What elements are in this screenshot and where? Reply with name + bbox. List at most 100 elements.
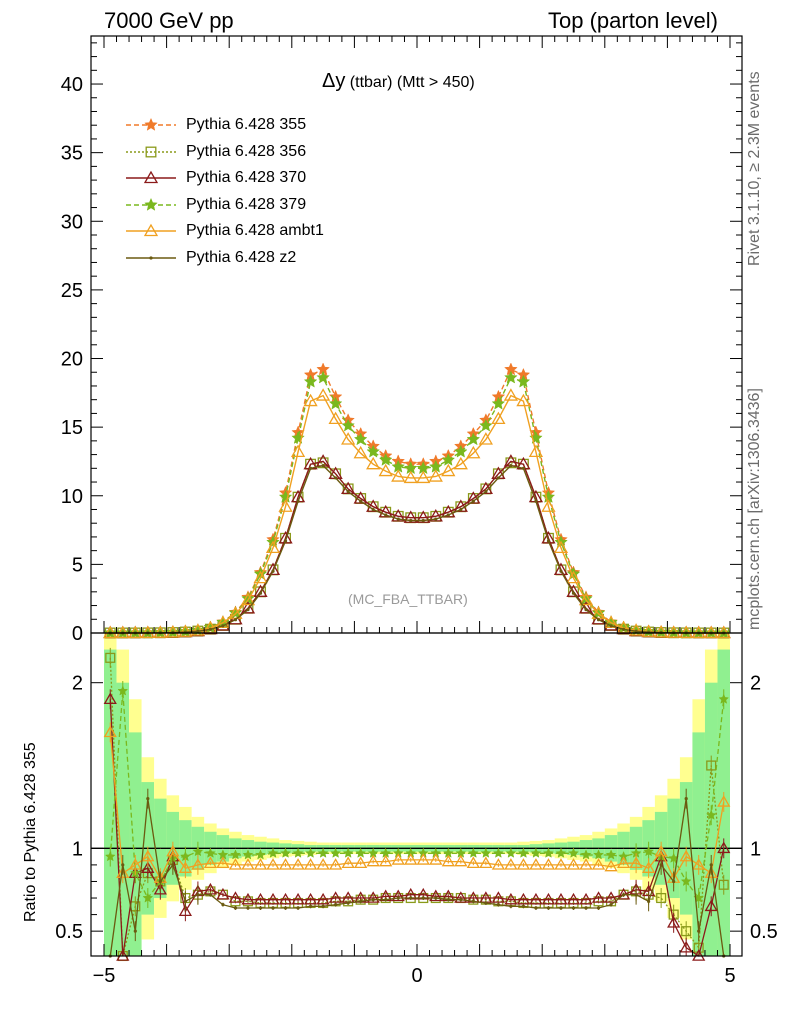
ratio-point xyxy=(280,847,291,858)
data-point xyxy=(396,517,400,521)
ratio-point xyxy=(305,847,316,858)
legend-label: Pythia 6.428 355 xyxy=(186,116,307,134)
ratio-point xyxy=(579,892,593,905)
ratio-point xyxy=(459,898,463,902)
y-tick-label: 40 xyxy=(61,74,83,96)
ratio-y-tick-label: 0.5 xyxy=(750,921,778,943)
ratio-point xyxy=(656,892,667,904)
ratio-point xyxy=(554,858,568,870)
ratio-frame xyxy=(90,632,743,957)
data-point xyxy=(521,466,526,470)
data-point xyxy=(479,418,493,432)
data-point xyxy=(328,411,343,425)
data-point xyxy=(341,432,356,445)
data-point xyxy=(484,490,488,494)
ratio-point xyxy=(103,725,117,738)
ratio-point xyxy=(396,896,400,900)
header-right: Top (parton level) xyxy=(548,8,718,33)
rivet-label: Rivet 3.1.10, ≥ 2.3M events xyxy=(746,71,763,266)
ratio-point xyxy=(142,892,154,903)
ratio-point xyxy=(584,906,588,910)
data-point xyxy=(353,445,368,459)
ratio-point xyxy=(491,858,506,870)
ratio-point xyxy=(543,847,554,858)
ratio-point xyxy=(354,856,368,869)
data-point xyxy=(278,530,293,544)
ratio-point xyxy=(178,861,193,873)
data-point xyxy=(328,396,343,410)
legend-item: Pythia 6.428 356 xyxy=(124,139,324,166)
ratio-point xyxy=(296,906,300,910)
data-point xyxy=(303,393,318,407)
ratio-point xyxy=(278,858,293,870)
ratio-point xyxy=(516,858,531,870)
data-point xyxy=(416,510,431,523)
ratio-point xyxy=(391,889,405,902)
ratio-point xyxy=(128,858,142,870)
analysis-watermark: (MC_FBA_TTBAR) xyxy=(348,591,468,607)
y-tick-label: 10 xyxy=(61,486,83,508)
data-point xyxy=(628,623,644,636)
data-point xyxy=(378,463,393,477)
data-point xyxy=(153,625,168,638)
ratio-point xyxy=(684,797,688,801)
data-point xyxy=(441,504,456,518)
data-point xyxy=(359,499,363,503)
ratio-point xyxy=(303,858,318,870)
ratio-point xyxy=(434,896,438,900)
legend-label: Pythia 6.428 z2 xyxy=(186,248,297,266)
series-line xyxy=(110,460,724,634)
data-point xyxy=(541,530,556,544)
ratio-point xyxy=(233,906,238,910)
data-point xyxy=(246,608,250,612)
data-point xyxy=(546,539,551,543)
ratio-point xyxy=(467,847,479,858)
ratio-point xyxy=(253,892,268,905)
data-point xyxy=(190,623,206,636)
ratio-series-line xyxy=(109,798,725,957)
y-tick-label: 15 xyxy=(61,417,83,439)
ratio-point xyxy=(303,892,318,905)
data-point xyxy=(471,499,475,503)
plot-title-main: Δy xyxy=(322,70,346,92)
ratio-point xyxy=(228,858,243,870)
data-point xyxy=(271,569,275,573)
data-point xyxy=(446,513,450,517)
y-tick-label: 35 xyxy=(61,143,83,165)
ratio-y-tick-label: 2 xyxy=(750,673,761,695)
data-point xyxy=(403,470,418,484)
ratio-point xyxy=(709,863,713,867)
data-point xyxy=(466,432,481,446)
ratio-point xyxy=(141,849,155,862)
ratio-point xyxy=(681,926,692,937)
series-line xyxy=(110,394,724,634)
ratio-point xyxy=(266,858,280,870)
ratio-point xyxy=(278,892,293,905)
ratio-point xyxy=(178,904,193,917)
data-point xyxy=(553,562,569,576)
data-point xyxy=(578,592,594,606)
legend-swatch-356 xyxy=(126,146,176,158)
ratio-y-tick-label: 0.5 xyxy=(55,921,83,943)
ratio-point xyxy=(554,892,568,905)
ratio-point xyxy=(117,685,129,696)
data-point xyxy=(278,499,293,512)
ratio-point xyxy=(705,809,717,820)
data-point xyxy=(371,507,375,512)
data-point xyxy=(491,396,506,410)
ratio-point xyxy=(621,893,626,897)
ratio-point xyxy=(534,906,538,910)
ratio-point xyxy=(492,847,504,858)
ratio-point xyxy=(416,853,430,865)
ratio-point xyxy=(104,850,116,862)
ratio-point xyxy=(454,854,468,867)
ratio-point xyxy=(116,949,130,961)
data-point xyxy=(428,469,443,482)
y-tick-label: 25 xyxy=(61,280,83,302)
data-point xyxy=(679,625,694,638)
ratio-point xyxy=(566,892,581,905)
data-point xyxy=(384,513,388,517)
data-point xyxy=(258,591,263,595)
ratio-point xyxy=(429,889,443,902)
ratio-series-line xyxy=(109,732,725,880)
